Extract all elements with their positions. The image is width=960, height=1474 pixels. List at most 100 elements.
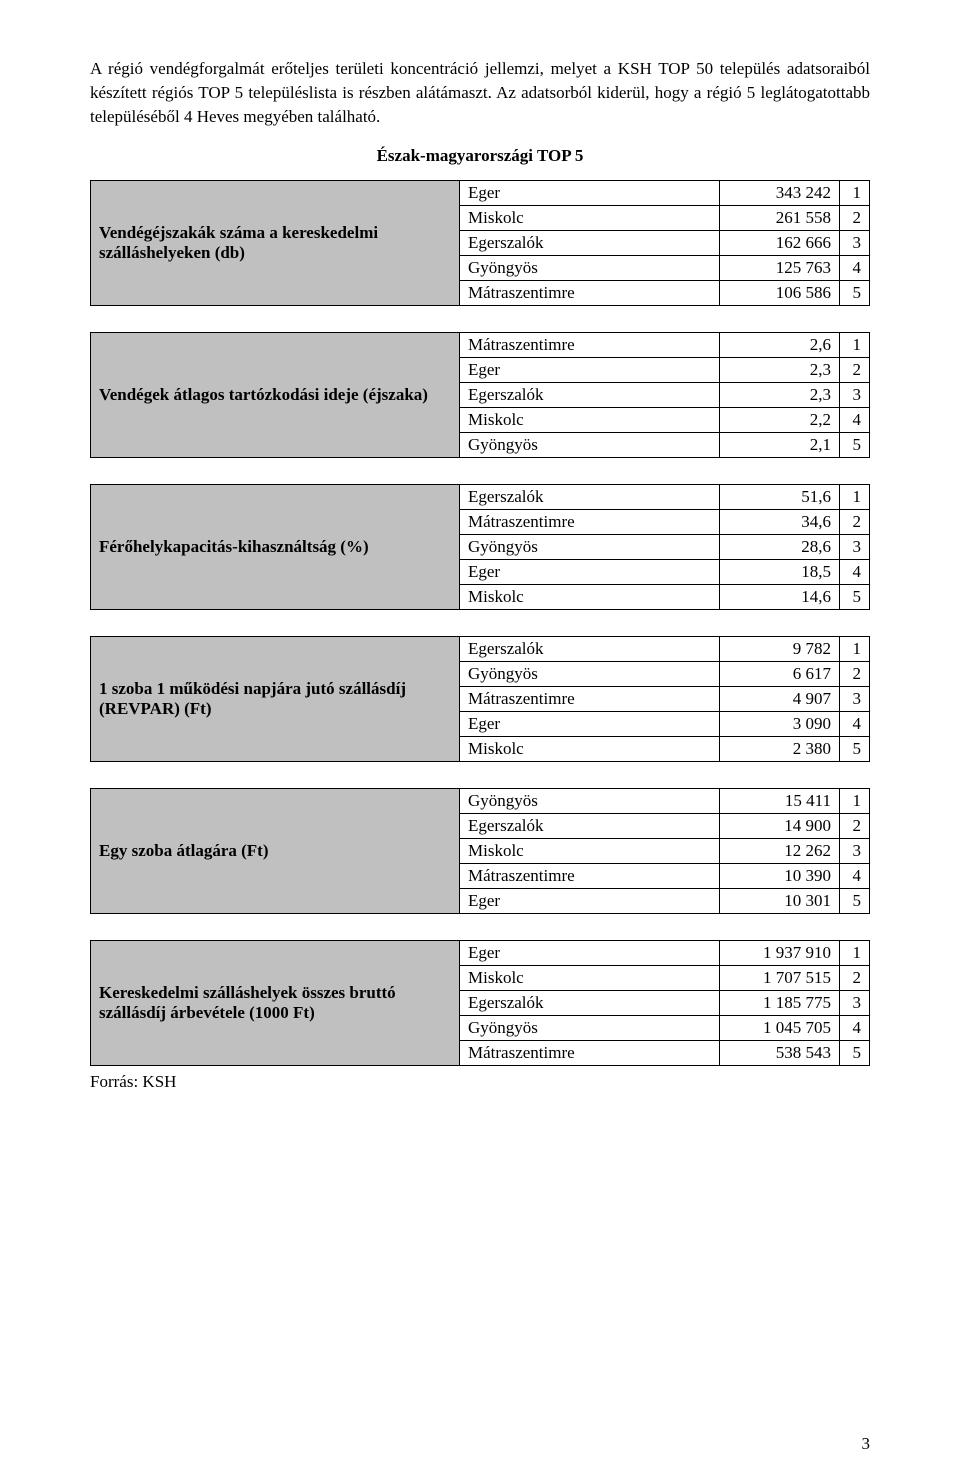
cell-value: 538 543 [720, 1041, 840, 1066]
cell-value: 51,6 [720, 485, 840, 510]
cell-rank: 2 [840, 358, 870, 383]
cell-rank: 3 [840, 687, 870, 712]
intro-paragraph: A régió vendégforgalmát erőteljes terüle… [90, 57, 870, 128]
table-avg-room-price: Egy szoba átlagára (Ft) Gyöngyös 15 411 … [90, 788, 870, 914]
table-label: Egy szoba átlagára (Ft) [91, 789, 460, 914]
cell-value: 261 558 [720, 206, 840, 231]
cell-city: Eger [460, 358, 720, 383]
cell-rank: 2 [840, 966, 870, 991]
cell-value: 10 301 [720, 889, 840, 914]
page-number: 3 [862, 1434, 871, 1454]
cell-city: Eger [460, 181, 720, 206]
cell-rank: 1 [840, 485, 870, 510]
cell-value: 2,2 [720, 408, 840, 433]
cell-value: 34,6 [720, 510, 840, 535]
cell-value: 18,5 [720, 560, 840, 585]
cell-rank: 4 [840, 256, 870, 281]
table-label: Kereskedelmi szálláshelyek összes bruttó… [91, 941, 460, 1066]
cell-value: 12 262 [720, 839, 840, 864]
cell-rank: 2 [840, 206, 870, 231]
table-capacity-utilization: Férőhelykapacitás-kihasználtság (%) Eger… [90, 484, 870, 610]
cell-city: Mátraszentimre [460, 281, 720, 306]
cell-city: Egerszalók [460, 637, 720, 662]
cell-city: Mátraszentimre [460, 1041, 720, 1066]
table-revpar: 1 szoba 1 működési napjára jutó szállásd… [90, 636, 870, 762]
page: A régió vendégforgalmát erőteljes terüle… [0, 0, 960, 1474]
cell-city: Eger [460, 941, 720, 966]
cell-value: 3 090 [720, 712, 840, 737]
cell-city: Mátraszentimre [460, 687, 720, 712]
cell-value: 162 666 [720, 231, 840, 256]
cell-city: Miskolc [460, 737, 720, 762]
table-row: Vendégek átlagos tartózkodási ideje (éjs… [91, 333, 870, 358]
table-guest-nights: Vendégéjszakák száma a kereskedelmi szál… [90, 180, 870, 306]
cell-rank: 1 [840, 637, 870, 662]
cell-city: Gyöngyös [460, 789, 720, 814]
cell-value: 14,6 [720, 585, 840, 610]
cell-city: Egerszalók [460, 991, 720, 1016]
cell-city: Egerszalók [460, 814, 720, 839]
cell-rank: 1 [840, 941, 870, 966]
cell-rank: 3 [840, 535, 870, 560]
cell-city: Eger [460, 889, 720, 914]
cell-rank: 3 [840, 839, 870, 864]
cell-value: 1 185 775 [720, 991, 840, 1016]
cell-rank: 3 [840, 231, 870, 256]
cell-rank: 3 [840, 383, 870, 408]
cell-value: 4 907 [720, 687, 840, 712]
cell-city: Miskolc [460, 206, 720, 231]
cell-value: 14 900 [720, 814, 840, 839]
cell-city: Miskolc [460, 408, 720, 433]
cell-value: 10 390 [720, 864, 840, 889]
table-gross-revenue: Kereskedelmi szálláshelyek összes bruttó… [90, 940, 870, 1066]
cell-value: 15 411 [720, 789, 840, 814]
cell-rank: 2 [840, 510, 870, 535]
table-row: Férőhelykapacitás-kihasználtság (%) Eger… [91, 485, 870, 510]
cell-value: 1 045 705 [720, 1016, 840, 1041]
cell-value: 6 617 [720, 662, 840, 687]
cell-rank: 3 [840, 991, 870, 1016]
cell-rank: 1 [840, 181, 870, 206]
cell-rank: 5 [840, 281, 870, 306]
cell-value: 2,3 [720, 358, 840, 383]
cell-rank: 1 [840, 333, 870, 358]
cell-city: Miskolc [460, 585, 720, 610]
cell-value: 9 782 [720, 637, 840, 662]
cell-value: 2,6 [720, 333, 840, 358]
cell-city: Gyöngyös [460, 662, 720, 687]
cell-value: 106 586 [720, 281, 840, 306]
cell-city: Miskolc [460, 839, 720, 864]
cell-rank: 4 [840, 560, 870, 585]
cell-rank: 5 [840, 737, 870, 762]
cell-rank: 5 [840, 889, 870, 914]
section-title: Észak-magyarországi TOP 5 [90, 146, 870, 166]
table-row: Vendégéjszakák száma a kereskedelmi szál… [91, 181, 870, 206]
cell-city: Gyöngyös [460, 1016, 720, 1041]
cell-city: Miskolc [460, 966, 720, 991]
cell-city: Gyöngyös [460, 535, 720, 560]
cell-rank: 5 [840, 1041, 870, 1066]
cell-value: 1 707 515 [720, 966, 840, 991]
table-label: Vendégek átlagos tartózkodási ideje (éjs… [91, 333, 460, 458]
source-label: Forrás: KSH [90, 1072, 870, 1092]
cell-value: 2,1 [720, 433, 840, 458]
cell-rank: 5 [840, 433, 870, 458]
cell-city: Mátraszentimre [460, 333, 720, 358]
cell-city: Egerszalók [460, 231, 720, 256]
table-avg-stay: Vendégek átlagos tartózkodási ideje (éjs… [90, 332, 870, 458]
cell-value: 1 937 910 [720, 941, 840, 966]
cell-value: 125 763 [720, 256, 840, 281]
table-label: Férőhelykapacitás-kihasználtság (%) [91, 485, 460, 610]
table-row: Kereskedelmi szálláshelyek összes bruttó… [91, 941, 870, 966]
table-label: Vendégéjszakák száma a kereskedelmi szál… [91, 181, 460, 306]
cell-rank: 4 [840, 408, 870, 433]
cell-city: Egerszalók [460, 485, 720, 510]
table-row: 1 szoba 1 működési napjára jutó szállásd… [91, 637, 870, 662]
cell-rank: 4 [840, 864, 870, 889]
table-row: Egy szoba átlagára (Ft) Gyöngyös 15 411 … [91, 789, 870, 814]
cell-rank: 1 [840, 789, 870, 814]
cell-value: 343 242 [720, 181, 840, 206]
cell-rank: 5 [840, 585, 870, 610]
table-label: 1 szoba 1 működési napjára jutó szállásd… [91, 637, 460, 762]
cell-rank: 2 [840, 662, 870, 687]
